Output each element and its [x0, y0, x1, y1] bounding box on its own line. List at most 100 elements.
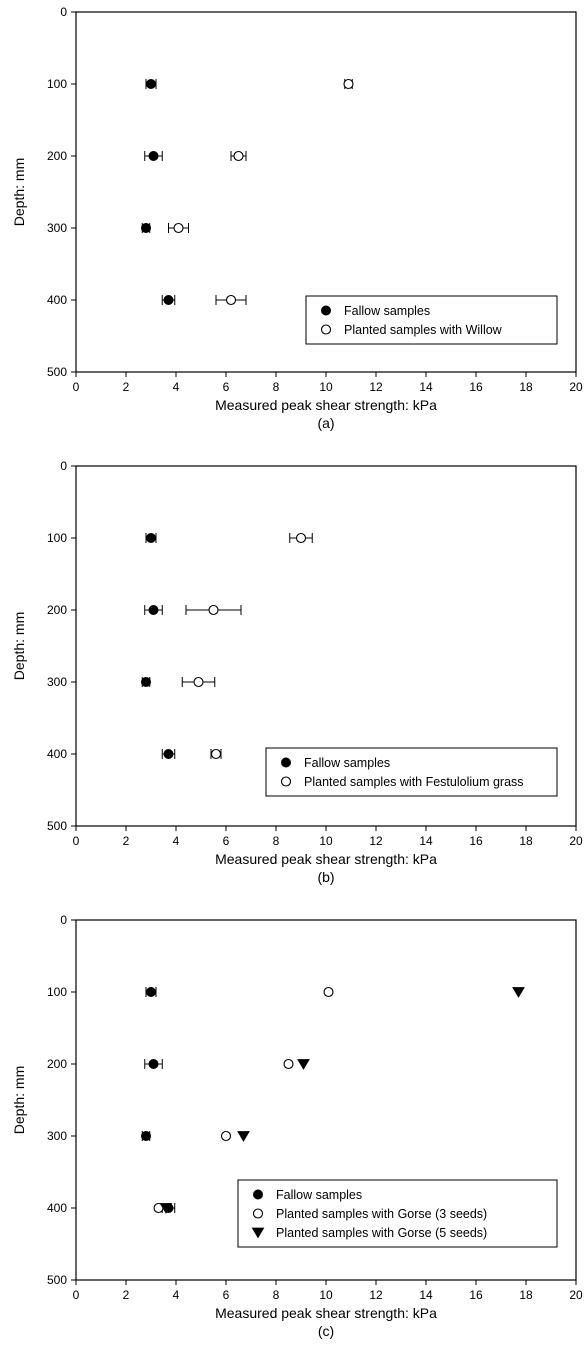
data-point: [233, 150, 244, 162]
y-tick-label: 100: [47, 77, 67, 91]
x-tick-label: 14: [419, 380, 433, 394]
x-tick-label: 10: [319, 380, 333, 394]
data-point: [146, 533, 156, 543]
legend-marker: [252, 1208, 264, 1219]
data-point: [146, 987, 156, 997]
x-tick-label: 2: [123, 380, 130, 394]
legend-marker: [321, 305, 331, 316]
legend-marker: [281, 757, 291, 768]
legend-marker: [251, 1227, 265, 1239]
data-point: [295, 532, 307, 544]
chart-panel-3: 0 2 4 6 8 10 12 14 16 18 200100200300400500Measure…: [11, 913, 583, 1339]
panel-label: (c): [318, 1323, 334, 1339]
legend: Fallow samples Planted samples with Willo…: [305, 295, 558, 345]
data-point: [163, 749, 174, 759]
legend-box: [265, 747, 558, 797]
y-tick-label: 300: [47, 1129, 67, 1143]
data-point: [208, 604, 219, 616]
series-2: [153, 986, 334, 1214]
y-tick-label: 400: [47, 293, 67, 307]
x-tick-label: 2: [123, 834, 130, 848]
legend-box: [237, 1179, 558, 1248]
x-tick-label: 2: [123, 1288, 130, 1302]
x-tick-label: 4: [173, 1288, 180, 1302]
legend-label: Fallow samples: [304, 756, 390, 770]
series-1: [141, 79, 176, 305]
data-point: [210, 748, 222, 760]
legend-marker: [320, 324, 332, 335]
data-point: [173, 222, 184, 234]
data-point: [141, 677, 151, 687]
legend-label: Planted samples with Willow: [344, 323, 503, 337]
x-tick-label: 8: [273, 834, 280, 848]
x-tick-label: 16: [469, 834, 483, 848]
y-axis-label: Depth: mm: [11, 612, 27, 680]
data-point: [343, 78, 354, 90]
y-tick-label: 500: [47, 365, 67, 379]
x-tick-label: 12: [369, 380, 383, 394]
x-tick-label: 16: [469, 380, 483, 394]
x-tick-label: 6: [223, 1288, 230, 1302]
legend: Fallow samples Planted samples with Festu…: [265, 747, 558, 797]
data-point: [141, 223, 151, 233]
x-tick-label: 4: [173, 834, 180, 848]
x-tick-label: 10: [319, 1288, 333, 1302]
data-point: [146, 79, 156, 89]
panel-label: (a): [317, 415, 334, 431]
x-tick-label: 8: [273, 1288, 280, 1302]
x-axis-label: Measured peak shear strength: kPa: [215, 1305, 437, 1321]
x-tick-label: 10: [319, 834, 333, 848]
legend: Fallow samples Planted samples with Gorse…: [237, 1179, 558, 1248]
series-1: [141, 987, 176, 1213]
x-tick-label: 14: [419, 1288, 433, 1302]
y-tick-label: 400: [47, 1201, 67, 1215]
y-tick-label: 500: [47, 1273, 67, 1287]
y-tick-label: 0: [60, 913, 67, 927]
x-tick-label: 12: [369, 834, 383, 848]
x-tick-label: 20: [569, 834, 583, 848]
chart-panel-1: 0 2 4 6 8 10 12 14 16 18 200100200300400500Measure…: [11, 5, 583, 431]
series-2: [168, 78, 354, 306]
y-tick-label: 200: [47, 1057, 67, 1071]
legend-label: Planted samples with Gorse (5 seeds): [276, 1226, 487, 1240]
data-point: [323, 986, 334, 998]
x-tick-label: 20: [569, 380, 583, 394]
data-point: [141, 1131, 151, 1141]
legend-marker: [280, 776, 292, 787]
series-2: [181, 532, 313, 760]
data-point: [148, 151, 159, 161]
legend-label: Fallow samples: [344, 304, 430, 318]
x-tick-label: 12: [369, 1288, 383, 1302]
y-tick-label: 300: [47, 675, 67, 689]
x-tick-label: 6: [223, 834, 230, 848]
data-point: [297, 1059, 310, 1070]
x-tick-label: 0: [73, 380, 80, 394]
x-tick-label: 0: [73, 1288, 80, 1302]
data-point: [512, 987, 525, 998]
y-axis-label: Depth: mm: [11, 1066, 27, 1134]
y-tick-label: 500: [47, 819, 67, 833]
y-tick-label: 200: [47, 603, 67, 617]
x-tick-label: 0: [73, 834, 80, 848]
x-tick-label: 4: [173, 380, 180, 394]
x-tick-label: 20: [569, 1288, 583, 1302]
chart-panel-2: 0 2 4 6 8 10 12 14 16 18 200100200300400500Measure…: [11, 459, 583, 885]
y-tick-label: 0: [60, 5, 67, 19]
legend-label: Planted samples with Gorse (3 seeds): [276, 1207, 487, 1221]
data-point: [148, 1059, 159, 1069]
data-point: [193, 676, 204, 688]
x-tick-label: 18: [519, 380, 533, 394]
legend-box: [305, 295, 558, 345]
data-point: [148, 605, 159, 615]
data-point: [220, 1130, 232, 1142]
legend-label: Planted samples with Festulolium grass: [304, 775, 524, 789]
series-1: [141, 533, 176, 759]
y-tick-label: 0: [60, 459, 67, 473]
y-tick-label: 100: [47, 985, 67, 999]
x-axis-label: Measured peak shear strength: kPa: [215, 397, 437, 413]
x-tick-label: 18: [519, 834, 533, 848]
y-tick-label: 200: [47, 149, 67, 163]
x-tick-label: 8: [273, 380, 280, 394]
y-axis-label: Depth: mm: [11, 158, 27, 226]
